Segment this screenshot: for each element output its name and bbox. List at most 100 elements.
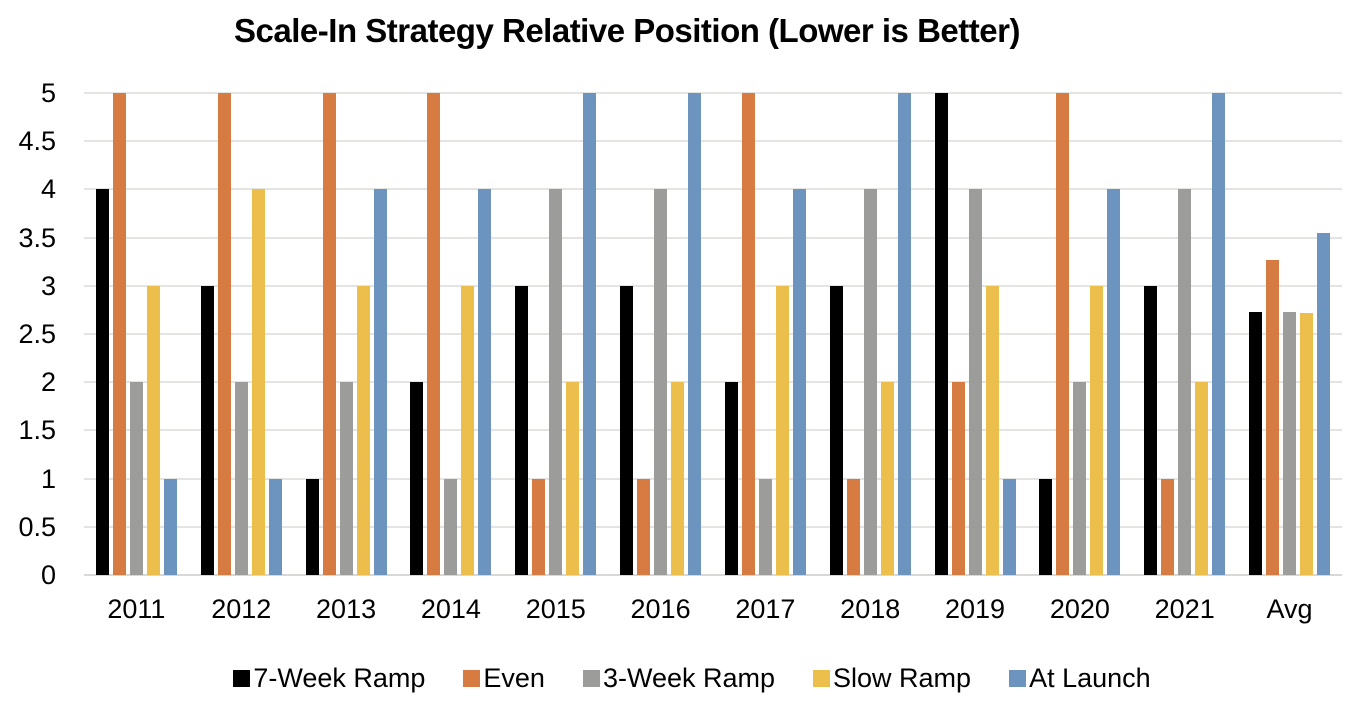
y-tick-label: 3.5 [18, 222, 56, 253]
bar-slow-ramp [1300, 313, 1314, 575]
bar-7-week-ramp [1249, 312, 1263, 575]
bar-slow-ramp [146, 286, 160, 575]
bar-even [112, 93, 126, 575]
gridline [84, 477, 1342, 480]
y-tick-label: 1.5 [18, 415, 56, 446]
gridline [84, 284, 1342, 287]
bar-7-week-ramp [829, 286, 843, 575]
bar-3-week-ramp [234, 382, 248, 575]
x-tick-label: 2012 [211, 594, 272, 624]
y-tick-label: 2.5 [18, 319, 56, 349]
bar-at-launch [373, 189, 387, 575]
legend-swatch-icon [463, 670, 481, 687]
bar-at-launch [1317, 233, 1331, 575]
x-tick-label: 2015 [525, 594, 586, 624]
y-tick-label: 0 [40, 560, 56, 590]
bar-group-2015 [503, 93, 608, 575]
bar-slow-ramp [985, 286, 999, 575]
gridline [84, 92, 1342, 94]
bar-3-week-ramp [1073, 382, 1087, 575]
legend-label: At Launch [1029, 663, 1151, 693]
bar-slow-ramp [775, 286, 789, 575]
gridline [84, 429, 1342, 432]
bar-3-week-ramp [968, 189, 982, 575]
bar-slow-ramp [461, 286, 475, 575]
x-tick-label: 2016 [630, 594, 691, 624]
x-tick-label: 2019 [945, 594, 1006, 624]
gridline [84, 140, 1342, 143]
legend-swatch-icon [813, 670, 831, 687]
bar-3-week-ramp [1283, 312, 1297, 575]
bar-even [1161, 479, 1175, 575]
bar-7-week-ramp [620, 286, 634, 575]
bar-even [427, 93, 441, 575]
gridline [84, 381, 1342, 384]
legend-swatch-icon [1009, 670, 1027, 687]
bar-group-2011 [84, 93, 189, 575]
y-tick-label: 5 [40, 78, 56, 108]
x-tick-label: Avg [1266, 594, 1313, 624]
legend-label: 7-Week Ramp [253, 663, 426, 693]
bar-7-week-ramp [95, 189, 109, 575]
bar-7-week-ramp [515, 286, 529, 575]
bar-3-week-ramp [654, 189, 668, 575]
bar-3-week-ramp [863, 189, 877, 575]
y-tick-label: 3 [40, 270, 56, 301]
bar-at-launch [792, 189, 806, 575]
bar-group-2018 [818, 93, 923, 575]
bar-even [1266, 260, 1280, 575]
bar-at-launch [478, 189, 492, 575]
legend: 7-Week Ramp Even 3-Week Ramp Slow Ramp At La… [16, 663, 1368, 694]
bar-group-2012 [189, 93, 294, 575]
bar-group-2020 [1027, 93, 1132, 575]
legend-swatch-icon [582, 670, 600, 687]
bar-3-week-ramp [444, 479, 458, 575]
gridline [84, 188, 1342, 191]
bar-group-2016 [608, 93, 713, 575]
legend-label: 3-Week Ramp [602, 663, 776, 693]
legend-label: Slow Ramp [833, 663, 972, 693]
legend-label: Even [483, 663, 545, 693]
y-axis: 5 4.5 4 3.5 3 2.5 2 1.5 1 0.5 0 [0, 0, 56, 722]
bar-7-week-ramp [724, 382, 738, 575]
bar-group-2017 [713, 93, 818, 575]
bar-3-week-ramp [1178, 189, 1192, 575]
bar-even [532, 479, 546, 575]
bar-3-week-ramp [549, 189, 563, 575]
bar-group-2013 [294, 93, 399, 575]
x-axis: 2011 2012 2013 2014 2015 2016 2017 2018 2019 2020… [84, 594, 1342, 625]
x-tick-label: 2017 [735, 594, 796, 624]
bar-group-2019 [923, 93, 1028, 575]
legend-swatch-icon [233, 670, 251, 687]
bar-slow-ramp [1195, 382, 1209, 575]
legend-item-slow-ramp: Slow Ramp [813, 663, 971, 694]
bar-at-launch [897, 93, 911, 575]
bar-even [1056, 93, 1070, 575]
bar-at-launch [583, 93, 597, 575]
bar-7-week-ramp [934, 93, 948, 575]
bar-at-launch [268, 479, 282, 575]
bar-3-week-ramp [339, 382, 353, 575]
bar-group-avg [1237, 93, 1342, 575]
bar-slow-ramp [1090, 286, 1104, 575]
chart-title: Scale-In Strategy Relative Position (Low… [234, 12, 1020, 49]
bar-slow-ramp [880, 382, 894, 575]
bar-at-launch [1107, 189, 1121, 575]
bar-slow-ramp [566, 382, 580, 575]
bar-at-launch [1212, 93, 1226, 575]
bar-even [846, 479, 860, 575]
x-tick-label: 2014 [420, 594, 481, 624]
bar-even [951, 382, 965, 575]
bar-7-week-ramp [200, 286, 214, 575]
bar-3-week-ramp [129, 382, 143, 575]
bar-even [322, 93, 336, 575]
bar-even [637, 479, 651, 575]
bar-slow-ramp [251, 189, 265, 575]
x-tick-label: 2020 [1049, 594, 1110, 624]
bar-even [217, 93, 231, 575]
bar-7-week-ramp [1144, 286, 1158, 575]
bar-even [741, 93, 755, 575]
y-tick-label: 2 [40, 367, 56, 398]
gridline [84, 525, 1342, 528]
